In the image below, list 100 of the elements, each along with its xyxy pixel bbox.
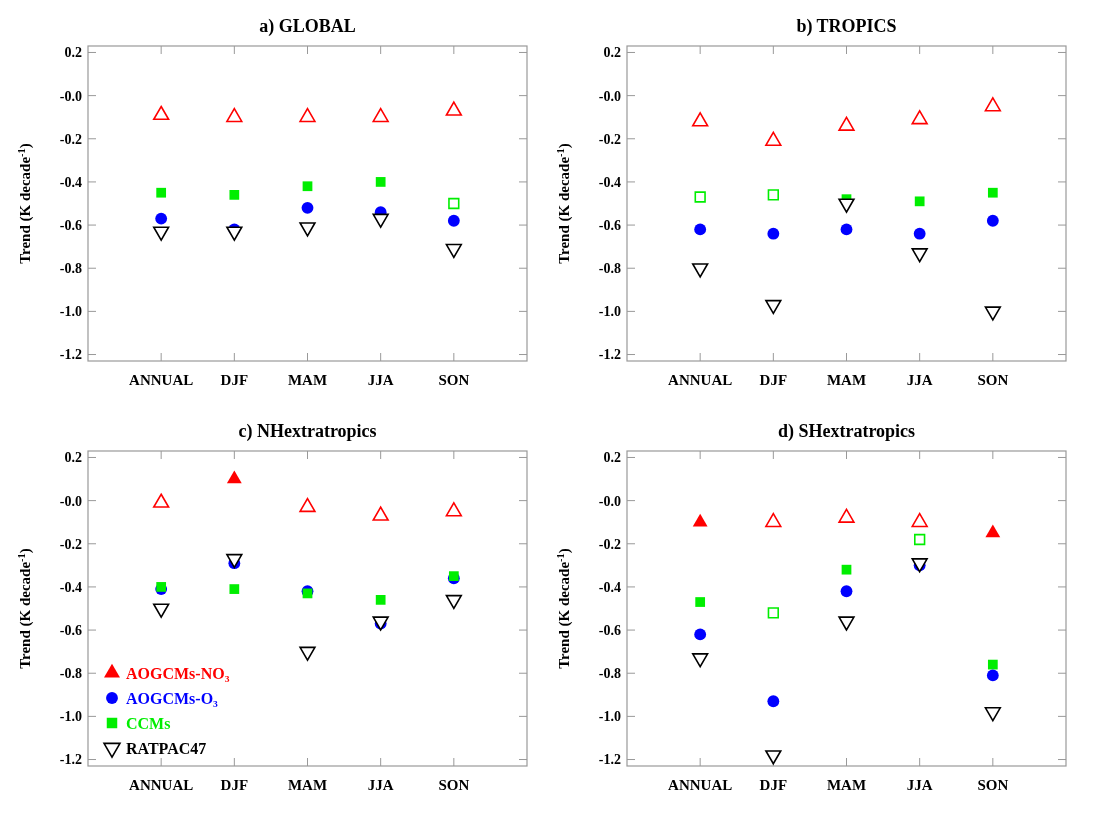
x-tick-label: ANNUAL — [668, 777, 733, 793]
y-tick-label: -1.0 — [598, 304, 621, 320]
y-tick-label: -0.2 — [59, 131, 82, 147]
point — [765, 299, 782, 315]
point — [840, 223, 853, 236]
point — [299, 646, 316, 661]
point — [986, 669, 999, 682]
point — [984, 706, 1002, 722]
y-tick-label: -1.0 — [598, 709, 621, 725]
point — [372, 506, 389, 521]
point — [299, 497, 316, 513]
point — [987, 187, 998, 198]
y-tick-label: -1.2 — [598, 347, 621, 363]
legend-label: RATPAC47 — [126, 739, 207, 757]
y-tick-label: -0.8 — [59, 666, 82, 682]
y-tick-label: 0.2 — [603, 450, 621, 466]
x-tick-label: DJF — [759, 777, 788, 793]
x-tick-label: MAM — [826, 777, 867, 793]
x-tick-label: MAM — [826, 372, 867, 388]
point — [841, 564, 852, 575]
x-tick-label: SON — [977, 777, 1009, 793]
chart-title: d) SHextratropics — [777, 421, 916, 442]
x-tick-label: ANNUAL — [129, 777, 194, 793]
x-tick-label: SON — [438, 777, 470, 793]
y-tick-label: -0.4 — [598, 174, 621, 190]
y-tick-label: -0.0 — [59, 493, 82, 509]
y-tick-label: -0.6 — [598, 217, 621, 233]
y-tick-label: -1.2 — [59, 752, 82, 768]
point — [152, 493, 170, 508]
point — [984, 97, 1002, 112]
point — [838, 616, 855, 631]
point — [765, 750, 782, 765]
point — [445, 594, 463, 610]
point — [911, 110, 928, 125]
point — [695, 597, 706, 607]
x-tick-label: DJF — [759, 372, 788, 388]
x-tick-label: ANNUAL — [668, 372, 733, 388]
x-tick-label: JJA — [906, 777, 933, 793]
chart-title: b) TROPICS — [796, 16, 897, 37]
point — [986, 214, 999, 227]
y-tick-label: 0.2 — [64, 45, 82, 61]
point — [229, 584, 240, 594]
x-tick-label: JJA — [367, 372, 394, 388]
y-tick-label: -1.2 — [59, 347, 82, 363]
x-tick-label: DJF — [220, 372, 249, 388]
y-tick-label: -0.8 — [598, 261, 621, 277]
point — [840, 585, 853, 598]
y-tick-label: -0.0 — [598, 493, 621, 509]
y-tick-label: -0.6 — [598, 622, 621, 638]
x-tick-label: MAM — [287, 372, 328, 388]
x-tick-label: SON — [438, 372, 470, 388]
x-tick-label: MAM — [287, 777, 328, 793]
point — [692, 513, 708, 527]
point — [152, 603, 170, 618]
x-tick-label: DJF — [220, 777, 249, 793]
point — [694, 191, 706, 203]
point — [691, 112, 709, 127]
y-tick-label: -0.2 — [598, 536, 621, 552]
point — [913, 533, 926, 546]
point — [445, 502, 463, 517]
point — [767, 189, 780, 201]
y-tick-label: -1.0 — [59, 304, 82, 320]
point — [694, 628, 707, 641]
legend-label: AOGCMs-NO₃ — [126, 664, 230, 682]
point — [914, 196, 925, 207]
point — [838, 508, 855, 523]
x-tick-label: SON — [977, 372, 1009, 388]
point — [691, 653, 709, 668]
y-tick-label: -0.0 — [598, 88, 621, 104]
point — [838, 116, 855, 131]
y-tick-label: -0.4 — [59, 174, 82, 190]
y-tick-label: 0.2 — [64, 450, 82, 466]
point — [694, 223, 707, 236]
point — [767, 695, 780, 708]
y-tick-label: -0.2 — [598, 131, 621, 147]
point — [767, 227, 780, 240]
point — [985, 524, 1001, 538]
point — [987, 659, 998, 670]
point — [911, 248, 928, 263]
x-tick-label: JJA — [367, 777, 394, 793]
y-tick-label: -0.6 — [59, 217, 82, 233]
point — [765, 131, 782, 147]
point — [911, 512, 928, 528]
y-tick-label: 0.2 — [603, 45, 621, 61]
legend-label: AOGCMs-O₃ — [126, 689, 219, 707]
y-tick-label: -1.0 — [59, 709, 82, 725]
chart-title: c) NHextratropics — [238, 421, 377, 442]
y-tick-label: -0.2 — [59, 536, 82, 552]
chart-title: a) GLOBAL — [259, 16, 356, 37]
point — [984, 306, 1002, 321]
point — [765, 512, 782, 528]
x-tick-label: ANNUAL — [129, 372, 194, 388]
x-tick-label: JJA — [906, 372, 933, 388]
legend-label: CCMs — [126, 714, 171, 732]
y-tick-label: -0.4 — [598, 579, 621, 595]
point — [913, 227, 926, 240]
point — [375, 595, 386, 605]
y-tick-label: -0.4 — [59, 579, 82, 595]
y-tick-label: -1.2 — [598, 752, 621, 768]
y-tick-label: -0.0 — [59, 88, 82, 104]
